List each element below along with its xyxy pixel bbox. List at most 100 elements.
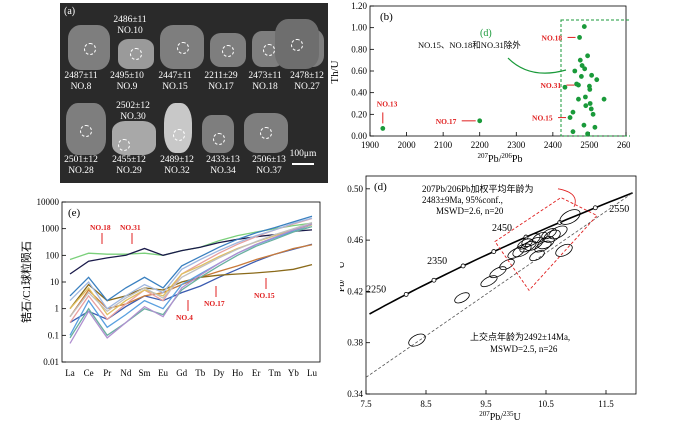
- plot-frame: [369, 5, 627, 137]
- grain-name: NO.27: [294, 82, 320, 92]
- grain-caption: 2501±12 NO.28: [56, 155, 106, 177]
- panel-e-label: (e): [68, 207, 81, 219]
- y-ticks: 0.00 0.20 0.40 0.60 0.80 1.00 1.20: [351, 1, 374, 141]
- grain-caption: 2211±29 NO.17: [196, 71, 246, 93]
- grain-age: 2211±29: [204, 71, 238, 81]
- data-point: [601, 96, 607, 102]
- grain-caption: 2489±12 NO.32: [152, 155, 202, 177]
- y-axis-label: Th/U: [330, 60, 341, 83]
- error-ellipse: [480, 275, 498, 288]
- x-tick-label: Eu: [158, 368, 168, 378]
- grain-age: 2447±11: [158, 71, 192, 81]
- x-axis-label: 207Pb/206Pb: [478, 152, 523, 165]
- x-axis-label: 207Pb/235U: [479, 410, 521, 423]
- point-labels: NO.13 NO.17 NO.18 NO.31 NO.15: [377, 33, 576, 126]
- data-point: [380, 126, 386, 131]
- y-tick-label: 1.20: [351, 1, 367, 11]
- y-tick-label: 0.20: [351, 109, 367, 119]
- data-point: [582, 66, 588, 72]
- error-ellipse: [548, 225, 568, 240]
- y-tick-label: 0.60: [351, 66, 367, 76]
- y-ticks: 0.34 0.38 0.42 0.46 0.50: [347, 184, 370, 399]
- x-tick-label: 9.5: [480, 399, 492, 409]
- grain-caption: 2502±12 NO.30: [108, 101, 158, 123]
- age-marker: [460, 263, 466, 269]
- y-axis-label: 锆石/C1球粒陨石: [20, 241, 33, 323]
- x-tick-label: 8.5: [420, 399, 432, 409]
- x-tick-label: Er: [252, 368, 261, 378]
- error-ellipse: [408, 333, 426, 347]
- x-tick-label: La: [65, 368, 75, 378]
- concordia-plot: 2250 2350 2450 2550: [365, 188, 634, 378]
- error-ellipse: [499, 258, 515, 271]
- zircon-grain: [160, 25, 204, 69]
- data-point: [579, 63, 585, 68]
- data-point: [583, 94, 588, 100]
- error-ellipse: [559, 209, 581, 225]
- x-tick-label: 2300: [507, 140, 526, 150]
- zircon-grain: [66, 103, 106, 155]
- sample-label: NO.31: [120, 223, 141, 232]
- error-ellipse: [521, 233, 541, 247]
- panel-a-cl-images: (a) 2486±11 NO.10 2487±11 NO.8 2495±10 NO.9…: [60, 3, 328, 183]
- note-upper-1: 207Pb/206Pb加权平均年龄为: [422, 183, 534, 194]
- grain-name: NO.18: [252, 82, 278, 92]
- data-point: [572, 68, 578, 74]
- y-tick-label: 0.1: [48, 330, 59, 340]
- error-ellipse: [537, 236, 555, 250]
- data-point: [477, 118, 483, 124]
- data-point: [581, 24, 587, 29]
- data-point: [570, 129, 576, 135]
- x-tick-label: 2400: [544, 140, 563, 150]
- x-tick-label: 2000: [398, 140, 417, 150]
- grain-name: NO.29: [116, 166, 142, 176]
- series-lines: [69, 215, 313, 344]
- x-tick-label: 2200: [471, 140, 490, 150]
- x-ticks: La Ce Pr Nd Sm Eu Gd Tb Dy Ho Er Tm Yb Lu: [65, 368, 317, 378]
- series-line-s9: [69, 225, 313, 339]
- x-tick-label: 1900: [361, 140, 380, 150]
- panel-e-ree-chart: (e) 0.01 0.1 1 10 100 1000 10000 La Ce Pr Nd Sm Eu G…: [20, 197, 321, 378]
- zircon-grain: [68, 25, 110, 70]
- age-marker: [491, 249, 497, 254]
- excluded-box: [560, 19, 630, 137]
- panel-a-label: (a): [64, 6, 76, 17]
- grain-caption: 2487±11 NO.8: [56, 71, 106, 93]
- data-point: [588, 106, 594, 112]
- error-ellipse: [543, 229, 561, 243]
- series-line-s12: [69, 215, 313, 302]
- data-point: [574, 81, 580, 87]
- age-marker: [431, 277, 437, 283]
- grain-caption: 2486±11 NO.10: [105, 15, 155, 37]
- grain-name: NO.34: [210, 166, 236, 176]
- note-lower-1: 上交点年龄为2492±14Ma,: [470, 331, 570, 342]
- grain-name: NO.8: [70, 82, 92, 92]
- y-tick-label: 100: [46, 250, 60, 260]
- error-ellipse: [519, 240, 537, 253]
- zircon-grain: [275, 19, 319, 69]
- grain-name: NO.32: [164, 166, 190, 176]
- grain-caption: 2478±12 NO.27: [282, 71, 332, 93]
- panel-d-label: (d): [374, 181, 387, 193]
- grain-age: 2473±11: [248, 71, 282, 81]
- x-tick-label: Tb: [195, 368, 205, 378]
- x-tick-label: 10.5: [538, 399, 554, 409]
- data-point: [570, 109, 576, 115]
- panel-d-concordia: (d) 0.34 0.38 0.42 0.46 0.50 7.5 8.5 9.5 10.5 11…: [340, 175, 637, 423]
- error-ellipse: [534, 240, 552, 253]
- grain-name: NO.10: [117, 26, 143, 36]
- grain-age: 2486±11: [113, 15, 147, 25]
- x-ticks: 1900 2000 2100 2200 2300 2400 2500 2600: [361, 132, 630, 150]
- grain-caption: 2433±13 NO.34: [198, 155, 248, 177]
- data-point: [592, 124, 598, 130]
- grain-caption: 2506±13 NO.37: [244, 155, 294, 177]
- y-tick-label: 0.01: [43, 357, 59, 367]
- error-ellipse: [555, 243, 573, 257]
- data-point: [585, 53, 590, 59]
- point-label: NO.15: [532, 114, 553, 123]
- data-point: [583, 103, 589, 109]
- error-ellipse: [507, 247, 525, 259]
- data-points: [380, 24, 607, 137]
- panel-b-label: (b): [380, 11, 393, 23]
- point-label: NO.13: [377, 99, 398, 108]
